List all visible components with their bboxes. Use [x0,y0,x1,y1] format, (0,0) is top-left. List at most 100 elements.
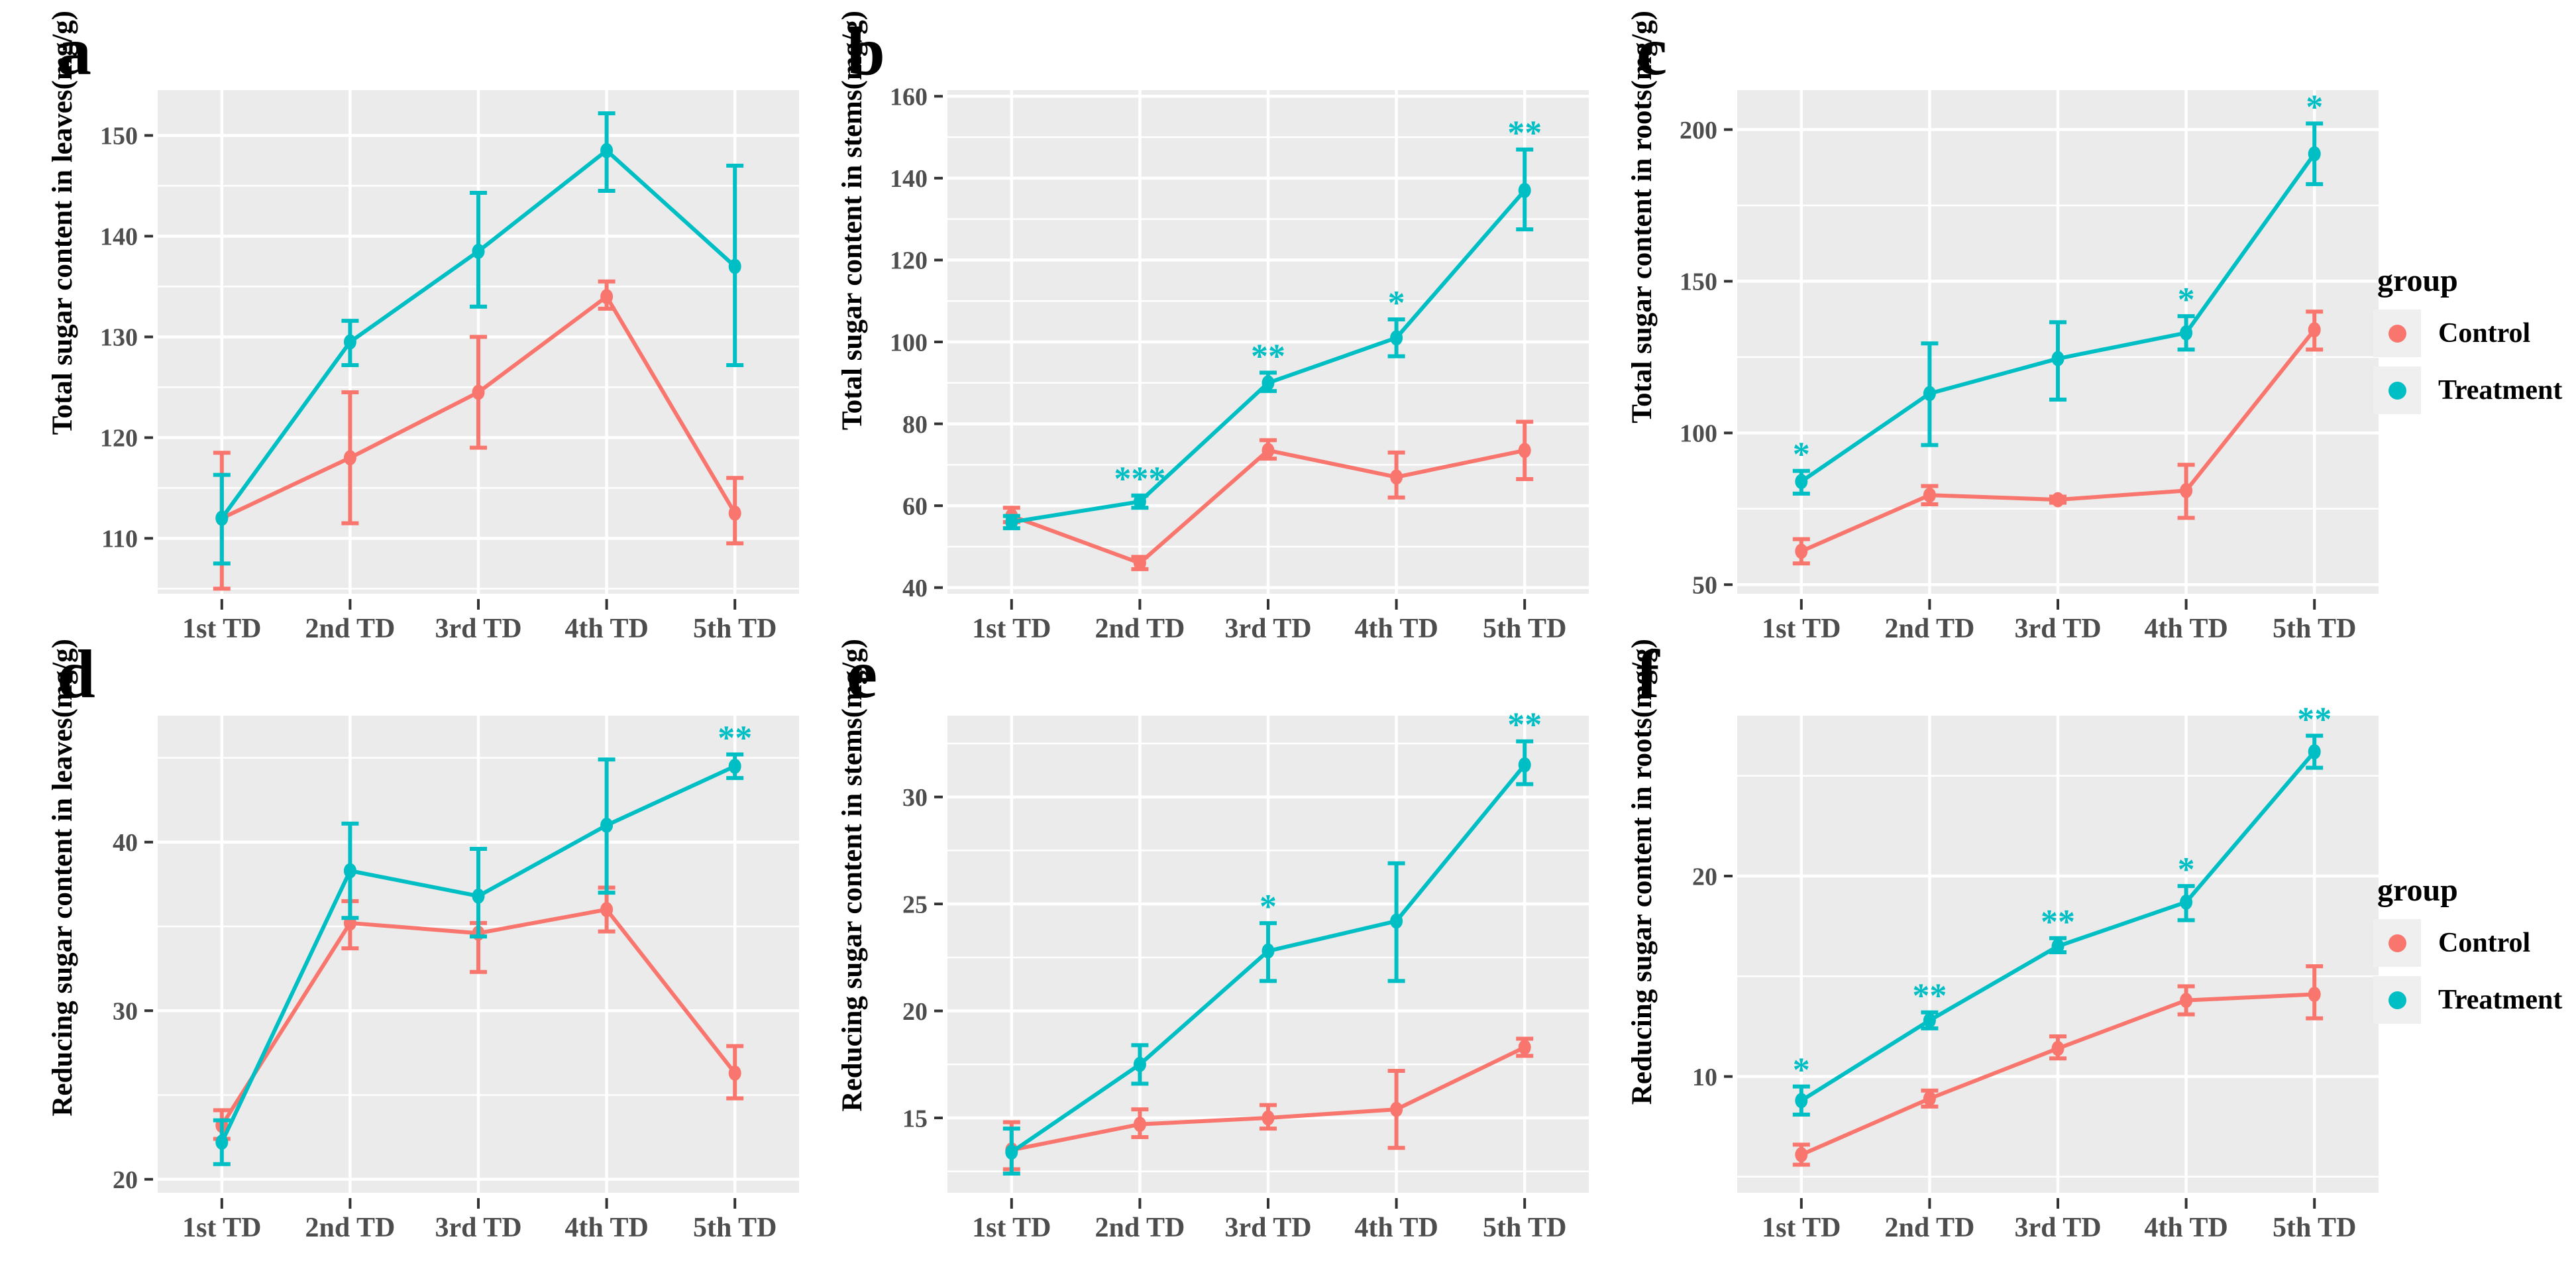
data-point [1133,1117,1146,1132]
data-point [1133,494,1146,510]
x-tick-label: 2nd TD [1884,614,1974,639]
y-tick-label: 30 [902,784,928,812]
x-tick-label: 2nd TD [305,1213,395,1243]
legend-title: group [2377,263,2458,298]
data-point [343,450,356,466]
x-tick-label: 5th TD [2273,1213,2356,1243]
data-point [1133,1056,1146,1072]
panel-letter-e: e [847,636,878,712]
data-point [1390,469,1403,485]
x-tick-label: 1st TD [182,1213,261,1243]
data-point [1795,543,1808,559]
x-tick-label: 5th TD [693,1213,777,1243]
data-point [1518,757,1531,773]
y-tick-label: 200 [1680,117,1717,144]
x-tick-label: 4th TD [2144,1213,2227,1243]
panel-letter-f: f [1637,636,1660,712]
x-tick-label: 1st TD [1762,1213,1841,1243]
significance-star: * [1388,284,1405,322]
legend-group-bottom: group Control Treatment [2373,872,2572,1033]
control-series [1792,309,2324,566]
y-tick-label: 100 [890,329,928,357]
y-tick-label: 20 [113,1166,138,1194]
panel-d: 20 30 40 1st TD 2nd TD 3rd TD 4th TD 5th TD ** d… [30,639,816,1267]
y-axis-title-e: Reducing sugar content in stems(mg/g) [837,639,868,1112]
legend-item-treatment: Treatment [2373,976,2572,1024]
significance-star: * [2178,281,2195,319]
x-tick-label: 3rd TD [2014,614,2101,639]
panel-letter-a: a [57,13,91,89]
x-tick-label: 5th TD [693,614,777,639]
treatment-dot-icon [2388,381,2406,400]
y-tick-label: 100 [1680,420,1717,448]
data-point [1005,514,1018,530]
significance-star: ** [718,720,752,757]
data-point [600,902,614,918]
y-tick-label: 140 [890,165,928,193]
y-tick-label: 20 [902,998,928,1026]
x-tick-label: 4th TD [1354,614,1438,639]
y-tick-label: 130 [100,324,138,352]
y-tick-label: 160 [890,83,928,111]
data-point [1261,375,1275,391]
legend-key [2373,919,2421,967]
data-point [215,510,229,526]
data-point [1261,443,1275,459]
x-tick-label: 3rd TD [1224,1213,1311,1243]
data-point [1923,1091,1936,1107]
data-point [343,863,356,879]
x-tick-label: 4th TD [564,1213,648,1243]
control-series [1002,1036,1534,1172]
y-tick-label: 80 [902,411,928,439]
x-tick-label: 3rd TD [2014,1213,2101,1243]
y-tick-label: 25 [902,891,928,918]
x-tick-label: 3rd TD [435,614,521,639]
data-point [2308,744,2321,759]
x-tick-label: 4th TD [564,614,648,639]
y-tick-label: 15 [902,1105,928,1132]
y-tick-label: 120 [890,247,928,275]
data-point [2308,146,2321,162]
data-point [600,142,614,158]
legend-group-top: group Control Treatment [2373,262,2572,423]
data-point [2180,993,2193,1009]
significance-star: ** [1507,706,1542,744]
data-point [2051,351,2065,366]
data-point [2308,322,2321,338]
x-tick-label: 5th TD [1483,614,1566,639]
treatment-series [213,111,744,566]
legend-key [2373,366,2421,414]
data-point [2051,492,2065,508]
y-axis-title-a: Total sugar content in leaves(mg/g) [47,11,78,435]
x-tick-label: 1st TD [1762,614,1841,639]
data-point [1005,1144,1018,1160]
significance-star: * [2306,88,2323,126]
y-tick-label: 50 [1692,572,1717,600]
control-series [1002,419,1534,571]
x-tick-label: 5th TD [1483,1213,1566,1243]
y-tick-label: 40 [113,829,138,857]
y-tick-label: 140 [100,223,138,251]
x-tick-label: 4th TD [1354,1213,1438,1243]
x-tick-label: 2nd TD [1884,1213,1974,1243]
control-series [1792,964,2324,1167]
panel-d-plot: 20 30 40 1st TD 2nd TD 3rd TD 4th TD 5th TD ** [113,716,799,1243]
panel-f: 10 20 1st TD 2nd TD 3rd TD 4th TD 5th TD * ** ** *… [1610,639,2395,1267]
data-point [472,243,485,259]
data-point [1923,1013,1936,1028]
x-tick-label: 1st TD [182,614,261,639]
panel-a-plot: 110 120 130 140 150 1st TD 2nd TD 3rd TD 4th TD 5… [100,90,799,639]
data-point [2180,482,2193,498]
significance-star: * [1793,1052,1810,1089]
treatment-dot-icon [2388,991,2406,1009]
treatment-series [213,752,744,1166]
data-point [728,1065,741,1081]
panel-letter-c: c [1637,13,1668,89]
significance-star: ** [2297,700,2332,738]
y-tick-label: 30 [113,998,138,1026]
data-point [600,817,614,833]
data-point [728,758,741,774]
x-tick-label: 3rd TD [1224,614,1311,639]
data-point [1133,555,1146,571]
